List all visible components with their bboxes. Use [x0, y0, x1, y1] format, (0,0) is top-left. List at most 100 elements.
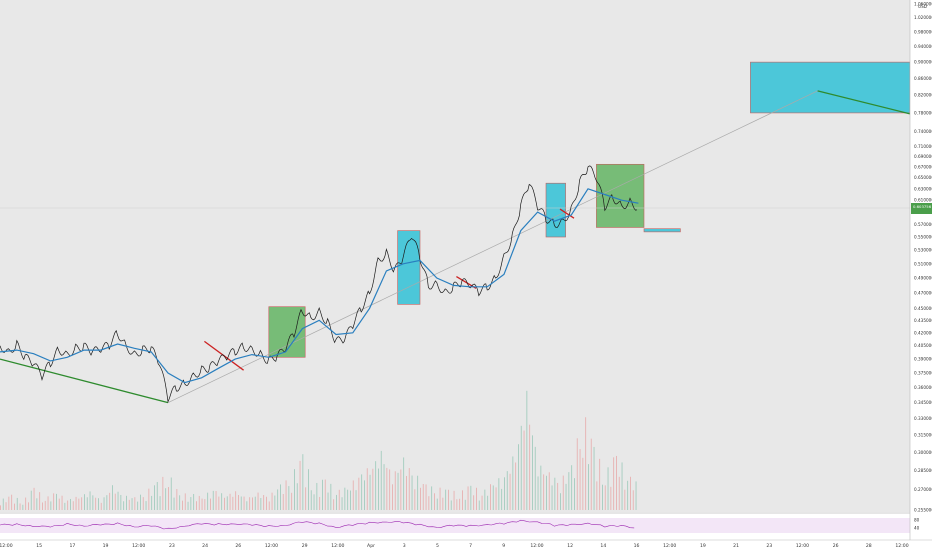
- volume-bar: [95, 497, 97, 510]
- price-tick-22: 0.450000: [914, 306, 932, 311]
- volume-bar: [64, 502, 66, 510]
- volume-bar: [576, 438, 578, 510]
- price-tick-24: 0.420000: [914, 330, 932, 335]
- volume-bar: [375, 461, 377, 510]
- volume-bar: [532, 435, 533, 510]
- volume-bar: [596, 481, 598, 510]
- volume-bar: [448, 489, 449, 510]
- volume-bar: [173, 497, 175, 510]
- price-tick-11: 0.670000: [914, 164, 932, 169]
- volume-bar: [540, 465, 542, 510]
- volume-bar: [585, 417, 587, 510]
- volume-bar: [142, 497, 144, 510]
- currency-label: USD: [918, 4, 927, 9]
- trendline-2: [817, 90, 911, 115]
- volume-bar: [459, 498, 461, 510]
- volume-bar: [140, 494, 141, 510]
- volume-bar: [400, 469, 402, 510]
- volume-bar: [534, 446, 536, 510]
- volume-bar: [621, 462, 623, 510]
- price-tick-23: 0.435000: [914, 318, 932, 323]
- volume-bar: [5, 502, 7, 510]
- time-tick-25: 26: [833, 543, 839, 549]
- volume-bar: [92, 495, 94, 510]
- volume-bar: [562, 475, 564, 510]
- volume-bar: [512, 456, 514, 510]
- volume-bar: [81, 497, 83, 510]
- volume-bar: [207, 492, 209, 510]
- volume-bar: [218, 496, 220, 510]
- volume-bar: [599, 458, 601, 510]
- volume-bar: [19, 503, 21, 510]
- price-tick-20: 0.490000: [914, 276, 932, 281]
- volume-bar: [380, 450, 382, 510]
- volume-bar: [358, 477, 360, 510]
- rsi-line: [0, 519, 635, 530]
- price-tick-9: 0.710000: [914, 144, 932, 149]
- volume-bar: [47, 496, 49, 510]
- volume-bar: [554, 477, 556, 510]
- annotation-box-2: [545, 182, 566, 238]
- price-layer: [0, 165, 639, 404]
- time-tick-18: 14: [600, 543, 606, 549]
- time-tick-12: 3: [403, 543, 406, 549]
- time-ticks: 12:00 15 17 19 12:00 23 24 26 12:00 29 12:00 Apr 3 5 7…: [0, 543, 909, 549]
- volume-bar: [112, 485, 113, 510]
- price-tick-30: 0.330000: [914, 416, 932, 421]
- volume-bar: [604, 485, 606, 510]
- volume-bar: [56, 493, 57, 510]
- volume-bar: [30, 490, 32, 510]
- volume-bar: [39, 492, 41, 510]
- volume-bar: [266, 496, 267, 510]
- current-price-label: 0.603756: [913, 204, 932, 209]
- volume-bar: [308, 469, 309, 510]
- volume-bar: [182, 500, 183, 510]
- volume-bar: [277, 489, 279, 510]
- volume-bar: [515, 462, 517, 510]
- volume-bar: [557, 482, 559, 510]
- price-axis[interactable]: [910, 0, 932, 550]
- volume-bar: [523, 430, 525, 510]
- volume-bar: [403, 457, 405, 510]
- volume-bar: [378, 468, 379, 510]
- rsi-ticks: 80 40: [914, 518, 920, 531]
- volume-bar: [170, 477, 172, 510]
- time-tick-8: 12:00: [265, 543, 278, 549]
- volume-bar: [232, 496, 234, 510]
- volume-bar: [582, 457, 584, 510]
- volume-bar: [240, 496, 242, 510]
- time-tick-10: 12:00: [331, 543, 344, 549]
- volume-bar: [162, 476, 164, 510]
- volume-bar: [226, 496, 228, 510]
- volume-bar: [221, 493, 223, 510]
- volume-bar: [299, 460, 301, 510]
- volume-bar: [484, 489, 486, 510]
- volume-bar: [571, 465, 573, 510]
- volume-bar: [268, 501, 270, 510]
- price-tick-10: 0.690000: [914, 154, 932, 159]
- volume-bar: [145, 501, 147, 510]
- volume-bar: [355, 490, 357, 510]
- time-tick-1: 15: [36, 543, 42, 549]
- volume-bar: [282, 494, 284, 510]
- volume-bar: [361, 474, 363, 510]
- price-tick-8: 0.740000: [914, 129, 932, 134]
- time-axis[interactable]: [0, 540, 932, 550]
- volume-bar: [389, 469, 391, 510]
- volume-bar: [548, 472, 550, 510]
- time-tick-22: 21: [733, 543, 739, 549]
- price-tick-19: 0.510000: [914, 261, 932, 266]
- volume-bar: [613, 457, 615, 510]
- volume-bar: [263, 495, 265, 510]
- volume-bar: [67, 500, 69, 510]
- price-tick-34: 0.270000: [914, 487, 932, 492]
- trendline-5: [559, 208, 575, 219]
- volume-bar: [420, 487, 421, 510]
- price-tick-2: 0.980000: [914, 29, 932, 34]
- volume-bar: [341, 497, 343, 510]
- price-tick-4: 0.900000: [914, 60, 932, 65]
- time-tick-7: 26: [235, 543, 241, 549]
- price-tick-13: 0.630000: [914, 186, 932, 191]
- volume-bar: [42, 502, 43, 510]
